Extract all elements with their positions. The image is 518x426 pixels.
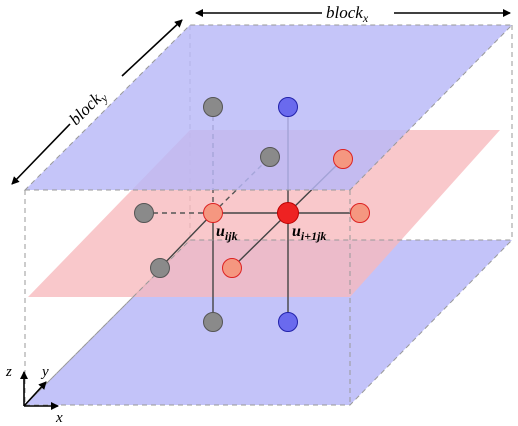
axes-triad: z y x — [5, 364, 63, 426]
axis-y-label: y — [40, 364, 49, 380]
blue-node-top — [278, 97, 298, 117]
neighbor-node-right — [350, 203, 370, 223]
gray-node-back — [260, 147, 280, 167]
box-edges — [23, 24, 514, 406]
axis-z-label: z — [5, 364, 12, 380]
label-u-ijk: uijk — [216, 223, 238, 243]
gray-node-top — [203, 97, 223, 117]
gray-node-bottom — [203, 312, 223, 332]
label-u-i1jk: ui+1jk — [292, 223, 326, 243]
svg-text:blockx: blockx — [326, 3, 369, 25]
gray-node-front — [150, 258, 170, 278]
block-x-dimension: blockx — [195, 3, 511, 25]
neighbor-node-ijk — [203, 203, 223, 223]
nodes — [134, 97, 370, 332]
blue-node-bottom — [278, 312, 298, 332]
axis-x-label: x — [55, 410, 63, 426]
neighbor-node-back — [333, 149, 353, 169]
neighbor-node-front — [222, 258, 242, 278]
center-node — [277, 202, 299, 224]
gray-node-left — [134, 203, 154, 223]
